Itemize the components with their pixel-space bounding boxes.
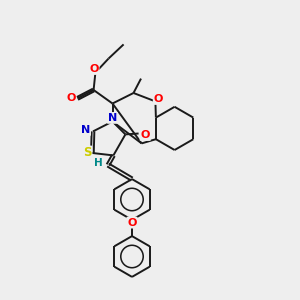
Text: S: S bbox=[83, 146, 91, 160]
Text: O: O bbox=[127, 218, 137, 228]
Text: O: O bbox=[66, 93, 76, 103]
Text: O: O bbox=[89, 64, 99, 74]
Text: H: H bbox=[94, 158, 103, 168]
Text: N: N bbox=[81, 125, 90, 135]
Text: O: O bbox=[140, 130, 150, 140]
Text: O: O bbox=[154, 94, 163, 104]
Text: N: N bbox=[108, 113, 117, 123]
